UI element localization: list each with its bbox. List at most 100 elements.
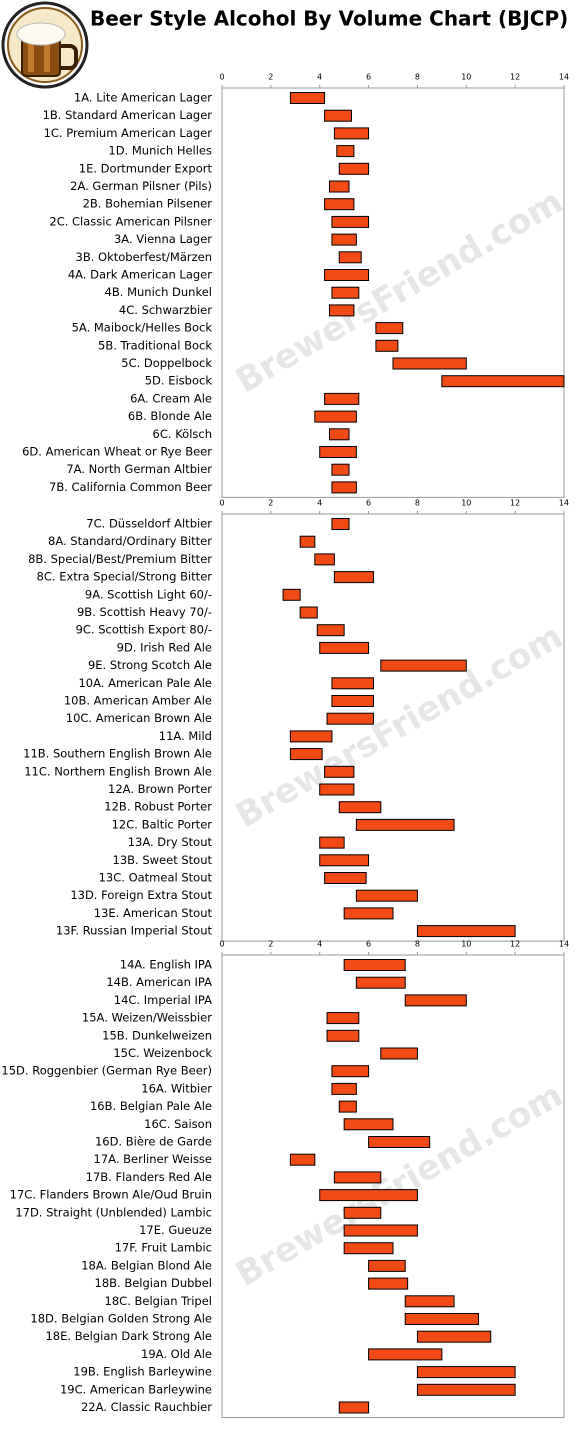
abv-range-bar: [314, 410, 357, 423]
category-label: 18E. Belgian Dark Strong Ale: [45, 1329, 212, 1343]
x-tick-label: 6: [366, 73, 371, 82]
category-label: 5D. Eisbock: [145, 374, 213, 388]
chart-title: Beer Style Alcohol By Volume Chart (BJCP…: [90, 7, 568, 31]
abv-range-bar: [331, 233, 357, 246]
abv-range-bar: [326, 712, 374, 725]
category-label: 1E. Dortmunder Export: [79, 161, 213, 175]
abv-range-bar: [404, 1295, 455, 1308]
abv-range-bar: [331, 481, 357, 494]
category-label: 7A. North German Altbier: [66, 462, 212, 476]
abv-range-bar: [326, 1012, 360, 1025]
abv-range-bar: [328, 304, 355, 317]
category-label: 12A. Brown Porter: [108, 782, 212, 796]
abv-range-bar: [331, 463, 350, 476]
abv-range-bar: [331, 286, 360, 299]
category-label: 3A. Vienna Lager: [114, 232, 212, 246]
category-label: 17D. Straight (Unblended) Lambic: [15, 1205, 212, 1219]
category-label: 1C. Premium American Lager: [44, 126, 213, 140]
category-label: 15D. Roggenbier (German Rye Beer): [1, 1064, 212, 1078]
abv-range-bar: [333, 127, 370, 140]
abv-range-bar: [368, 1259, 406, 1272]
abv-range-bar: [331, 1082, 357, 1095]
abv-range-bar: [289, 730, 333, 743]
x-tick-label: 8: [415, 940, 420, 949]
category-label: 6A. Cream Ale: [130, 391, 212, 405]
abv-range-bar: [416, 925, 516, 938]
abv-range-bar: [343, 1118, 394, 1131]
category-label: 13E. American Stout: [94, 906, 213, 920]
abv-range-bar: [299, 606, 318, 619]
category-label: 14A. English IPA: [120, 958, 212, 972]
x-tick-label: 2: [268, 73, 273, 82]
category-label: 11B. Southern English Brown Ale: [23, 747, 212, 761]
abv-range-bar: [333, 1171, 382, 1184]
x-tick-label: 10: [461, 940, 471, 949]
abv-range-bar: [355, 976, 406, 989]
abv-range-bar: [319, 836, 345, 849]
category-label: 18B. Belgian Dubbel: [95, 1276, 213, 1290]
abv-range-bar: [375, 339, 399, 352]
plot-frame: [221, 87, 565, 498]
abv-range-bar: [328, 428, 350, 441]
category-label: 10C. American Brown Ale: [66, 711, 212, 725]
category-label: 15B. Dunkelweizen: [102, 1028, 212, 1042]
category-label: 13D. Foreign Extra Stout: [70, 888, 212, 902]
abv-range-bar: [324, 269, 370, 281]
abv-range-bar: [355, 818, 455, 831]
category-label: 13C. Oatmeal Stout: [99, 871, 213, 885]
abv-range-bar: [338, 1401, 370, 1414]
category-label: 2A. German Pilsner (Pils): [70, 179, 212, 193]
abv-range-bar: [375, 322, 404, 335]
abv-range-bar: [331, 695, 374, 707]
abv-range-bar: [416, 1366, 516, 1379]
x-tick-label: 10: [461, 499, 471, 508]
category-label: 1B. Standard American Lager: [43, 108, 213, 122]
category-label: 7C. Düsseldorf Altbier: [86, 517, 212, 531]
x-tick-label: 6: [366, 499, 371, 508]
x-tick-label: 4: [317, 940, 322, 949]
abv-range-bar: [282, 588, 301, 601]
category-label: 9B. Scottish Heavy 70/-: [77, 605, 212, 619]
abv-range-bar: [289, 748, 323, 761]
category-label: 7B. California Common Beer: [49, 480, 212, 494]
abv-range-bar: [331, 215, 370, 228]
x-tick-label: 12: [510, 499, 520, 508]
abv-range-bar: [441, 375, 565, 388]
abv-range-bar: [289, 1153, 316, 1166]
category-label: 16C. Saison: [144, 1117, 212, 1131]
abv-range-bar: [289, 92, 326, 104]
abv-range-bar: [343, 1206, 382, 1219]
abv-range-bar: [314, 553, 335, 566]
abv-range-bar: [328, 180, 350, 193]
x-tick-label: 4: [317, 499, 322, 508]
abv-range-bar: [380, 1047, 418, 1060]
abv-range-bar: [331, 677, 374, 690]
category-label: 6C. Kölsch: [153, 427, 212, 441]
category-label: 4A. Dark American Lager: [68, 268, 212, 282]
abv-range-bar: [331, 518, 350, 530]
category-label: 5A. Maibock/Helles Bock: [72, 321, 213, 335]
x-tick-label: 14: [559, 940, 569, 949]
x-tick-label: 10: [461, 73, 471, 82]
category-label: 4C. Schwarzbier: [119, 303, 212, 317]
category-label: 16A. Witbier: [141, 1081, 212, 1095]
x-tick-label: 12: [510, 73, 520, 82]
category-label: 10A. American Pale Ale: [78, 676, 212, 690]
category-label: 8B. Special/Best/Premium Bitter: [28, 552, 212, 566]
x-tick-label: 0: [219, 73, 224, 82]
category-label: 3B. Oktoberfest/Märzen: [76, 250, 212, 264]
category-label: 11C. Northern English Brown Ale: [24, 764, 212, 778]
category-label: 11A. Mild: [159, 729, 212, 743]
abv-range-bar: [368, 1277, 409, 1290]
x-tick-label: 4: [317, 73, 322, 82]
x-tick-label: 2: [268, 499, 273, 508]
abv-range-bar: [416, 1330, 492, 1343]
abv-range-bar: [319, 446, 357, 458]
category-label: 8A. Standard/Ordinary Bitter: [48, 534, 212, 548]
abv-range-bar: [338, 1100, 357, 1113]
x-tick-label: 0: [219, 499, 224, 508]
abv-range-bar: [331, 1065, 370, 1078]
category-label: 6D. American Wheat or Rye Beer: [22, 445, 212, 459]
abv-range-bar: [338, 162, 370, 175]
x-tick-label: 14: [559, 73, 569, 82]
